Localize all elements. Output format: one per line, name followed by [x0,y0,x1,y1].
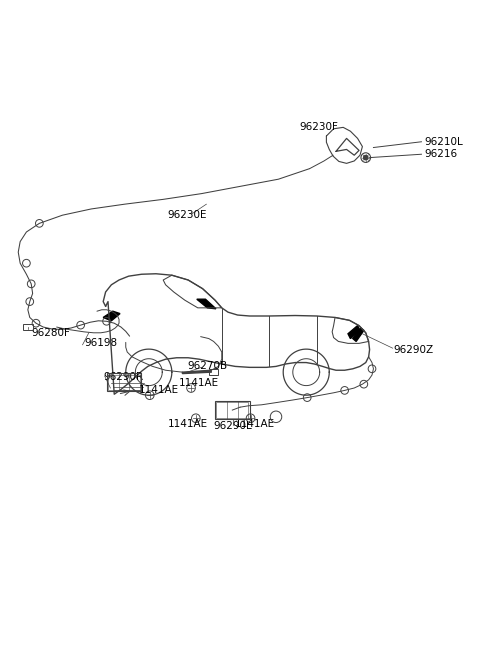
Bar [209,369,218,375]
Bar [107,373,141,392]
Text: 96198: 96198 [84,338,117,348]
Polygon shape [353,328,364,341]
Bar [23,324,33,330]
Text: 1141AE: 1141AE [234,419,275,429]
Text: 96230F: 96230F [300,123,338,133]
Text: 96280F: 96280F [31,328,70,338]
Text: 1141AE: 1141AE [138,385,179,396]
Text: 96210L: 96210L [425,136,464,147]
Text: 96290L: 96290L [214,421,252,432]
Polygon shape [197,299,216,309]
Bar [216,402,248,418]
Text: 1141AE: 1141AE [179,379,219,388]
Polygon shape [182,370,211,374]
Text: 96290Z: 96290Z [394,344,434,355]
Polygon shape [103,311,120,321]
Text: 96216: 96216 [425,150,458,159]
Bar [108,375,140,390]
Text: 96230E: 96230E [168,210,207,220]
Polygon shape [348,325,360,338]
Bar [215,401,250,419]
Text: 96290R: 96290R [103,372,144,382]
Text: 1141AE: 1141AE [168,419,208,429]
Circle shape [364,155,368,160]
Text: 96270B: 96270B [187,361,228,371]
